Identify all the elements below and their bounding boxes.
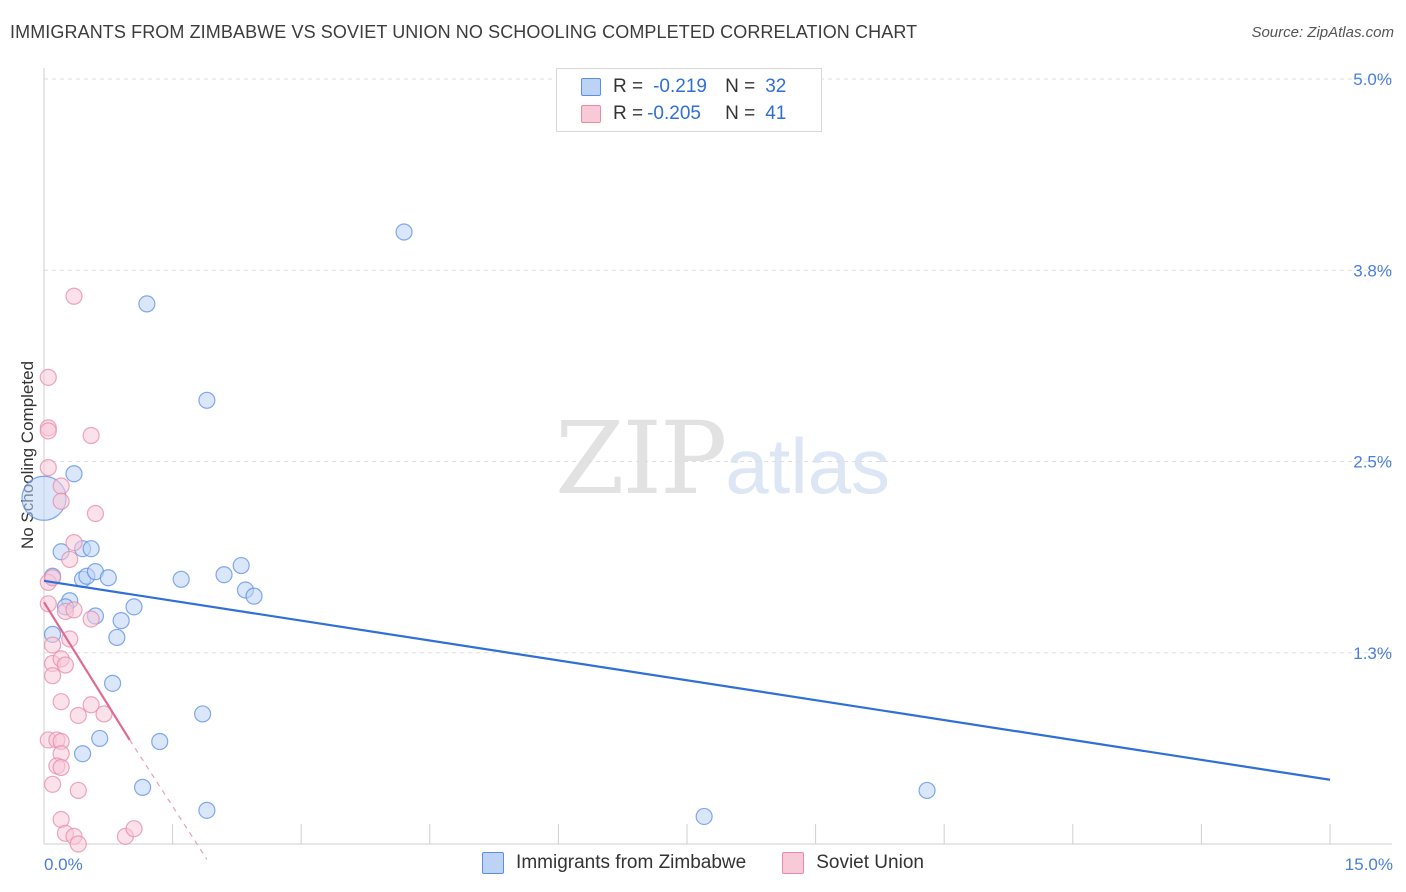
series-soviet-points	[39, 287, 143, 853]
data-point	[215, 566, 233, 584]
data-point	[43, 775, 62, 793]
data-point	[91, 729, 109, 748]
series-swatch-zimbabwe	[482, 852, 505, 874]
series-legend-soviet: Soviet Union	[782, 852, 924, 874]
data-point	[39, 368, 57, 386]
data-point	[73, 745, 92, 763]
data-point	[56, 656, 75, 674]
y-tick-label: 3.8%	[1353, 261, 1392, 280]
data-point	[198, 391, 216, 409]
data-point	[198, 801, 216, 819]
data-point	[103, 674, 122, 692]
legend-n-label: N =	[725, 76, 756, 97]
legend-r-label: R =	[613, 76, 644, 97]
series-legend-zimbabwe: Immigrants from Zimbabwe	[482, 852, 746, 874]
data-point	[43, 636, 62, 654]
data-point	[52, 477, 70, 495]
data-point	[151, 732, 169, 751]
data-point	[395, 223, 413, 241]
data-point	[69, 706, 87, 725]
correlation-legend: R = -0.219 N = 32 R = -0.205 N = 41	[556, 68, 822, 132]
legend-r-value: -0.219	[653, 76, 707, 97]
legend-r-value: -0.205	[647, 103, 701, 124]
data-point	[112, 612, 130, 630]
data-point	[65, 465, 83, 483]
data-point	[918, 781, 936, 800]
data-point	[65, 287, 83, 305]
data-point	[138, 295, 156, 313]
series-label-soviet: Soviet Union	[816, 852, 924, 873]
source-label: Source: ZipAtlas.com	[1251, 24, 1394, 41]
data-point	[125, 598, 143, 616]
data-point	[52, 492, 70, 510]
data-point	[232, 556, 250, 575]
data-point	[69, 781, 87, 800]
data-point	[172, 570, 190, 588]
legend-swatch-zimbabwe	[581, 78, 601, 96]
data-point	[82, 426, 100, 445]
data-point	[39, 595, 57, 613]
data-point	[82, 610, 100, 628]
y-tick-label: 2.5%	[1353, 453, 1392, 472]
watermark-atlas: atlas	[725, 422, 891, 510]
data-point	[69, 835, 87, 853]
y-tick-label: 1.3%	[1353, 644, 1392, 663]
watermark: ZIPatlas	[555, 400, 890, 517]
trend-line-extension	[129, 739, 208, 860]
legend-n-value: 41	[765, 103, 787, 124]
x-tick-label: 0.0%	[44, 855, 83, 874]
data-point	[695, 807, 713, 826]
data-point	[39, 459, 57, 477]
series-label-zimbabwe: Immigrants from Zimbabwe	[516, 852, 747, 873]
data-point	[82, 696, 100, 714]
chart-title: IMMIGRANTS FROM ZIMBABWE VS SOVIET UNION…	[10, 22, 918, 42]
legend-r-label: R =	[613, 103, 644, 124]
trend-line	[43, 601, 131, 741]
data-point	[52, 693, 70, 711]
data-point	[245, 587, 263, 605]
series-swatch-soviet	[782, 852, 805, 874]
data-point	[43, 667, 62, 685]
trend-line	[43, 579, 1331, 781]
legend-row-soviet: R = -0.205 N = 41	[581, 101, 786, 127]
data-point	[133, 778, 152, 796]
data-point	[65, 601, 83, 619]
series-legend: Immigrants from Zimbabwe Soviet Union	[0, 852, 1406, 874]
legend-row-zimbabwe: R = -0.219 N = 32	[581, 74, 786, 100]
legend-n-value: 32	[765, 76, 787, 97]
data-point	[194, 705, 212, 723]
data-point	[108, 628, 126, 647]
data-point	[82, 540, 100, 558]
data-point	[61, 630, 79, 648]
data-point	[86, 504, 105, 523]
data-point	[61, 550, 79, 569]
data-point	[125, 820, 143, 838]
watermark-zip: ZIP	[555, 400, 727, 517]
x-tick-label: 15.0%	[1345, 855, 1393, 874]
data-point	[52, 758, 70, 777]
data-point	[99, 569, 117, 587]
legend-swatch-soviet	[581, 105, 601, 123]
data-point	[95, 705, 113, 723]
data-point	[39, 422, 57, 440]
y-tick-label: 5.0%	[1353, 70, 1392, 89]
data-point	[65, 533, 83, 552]
series-zimbabwe-points	[21, 223, 936, 826]
legend-n-label: N =	[725, 103, 756, 124]
